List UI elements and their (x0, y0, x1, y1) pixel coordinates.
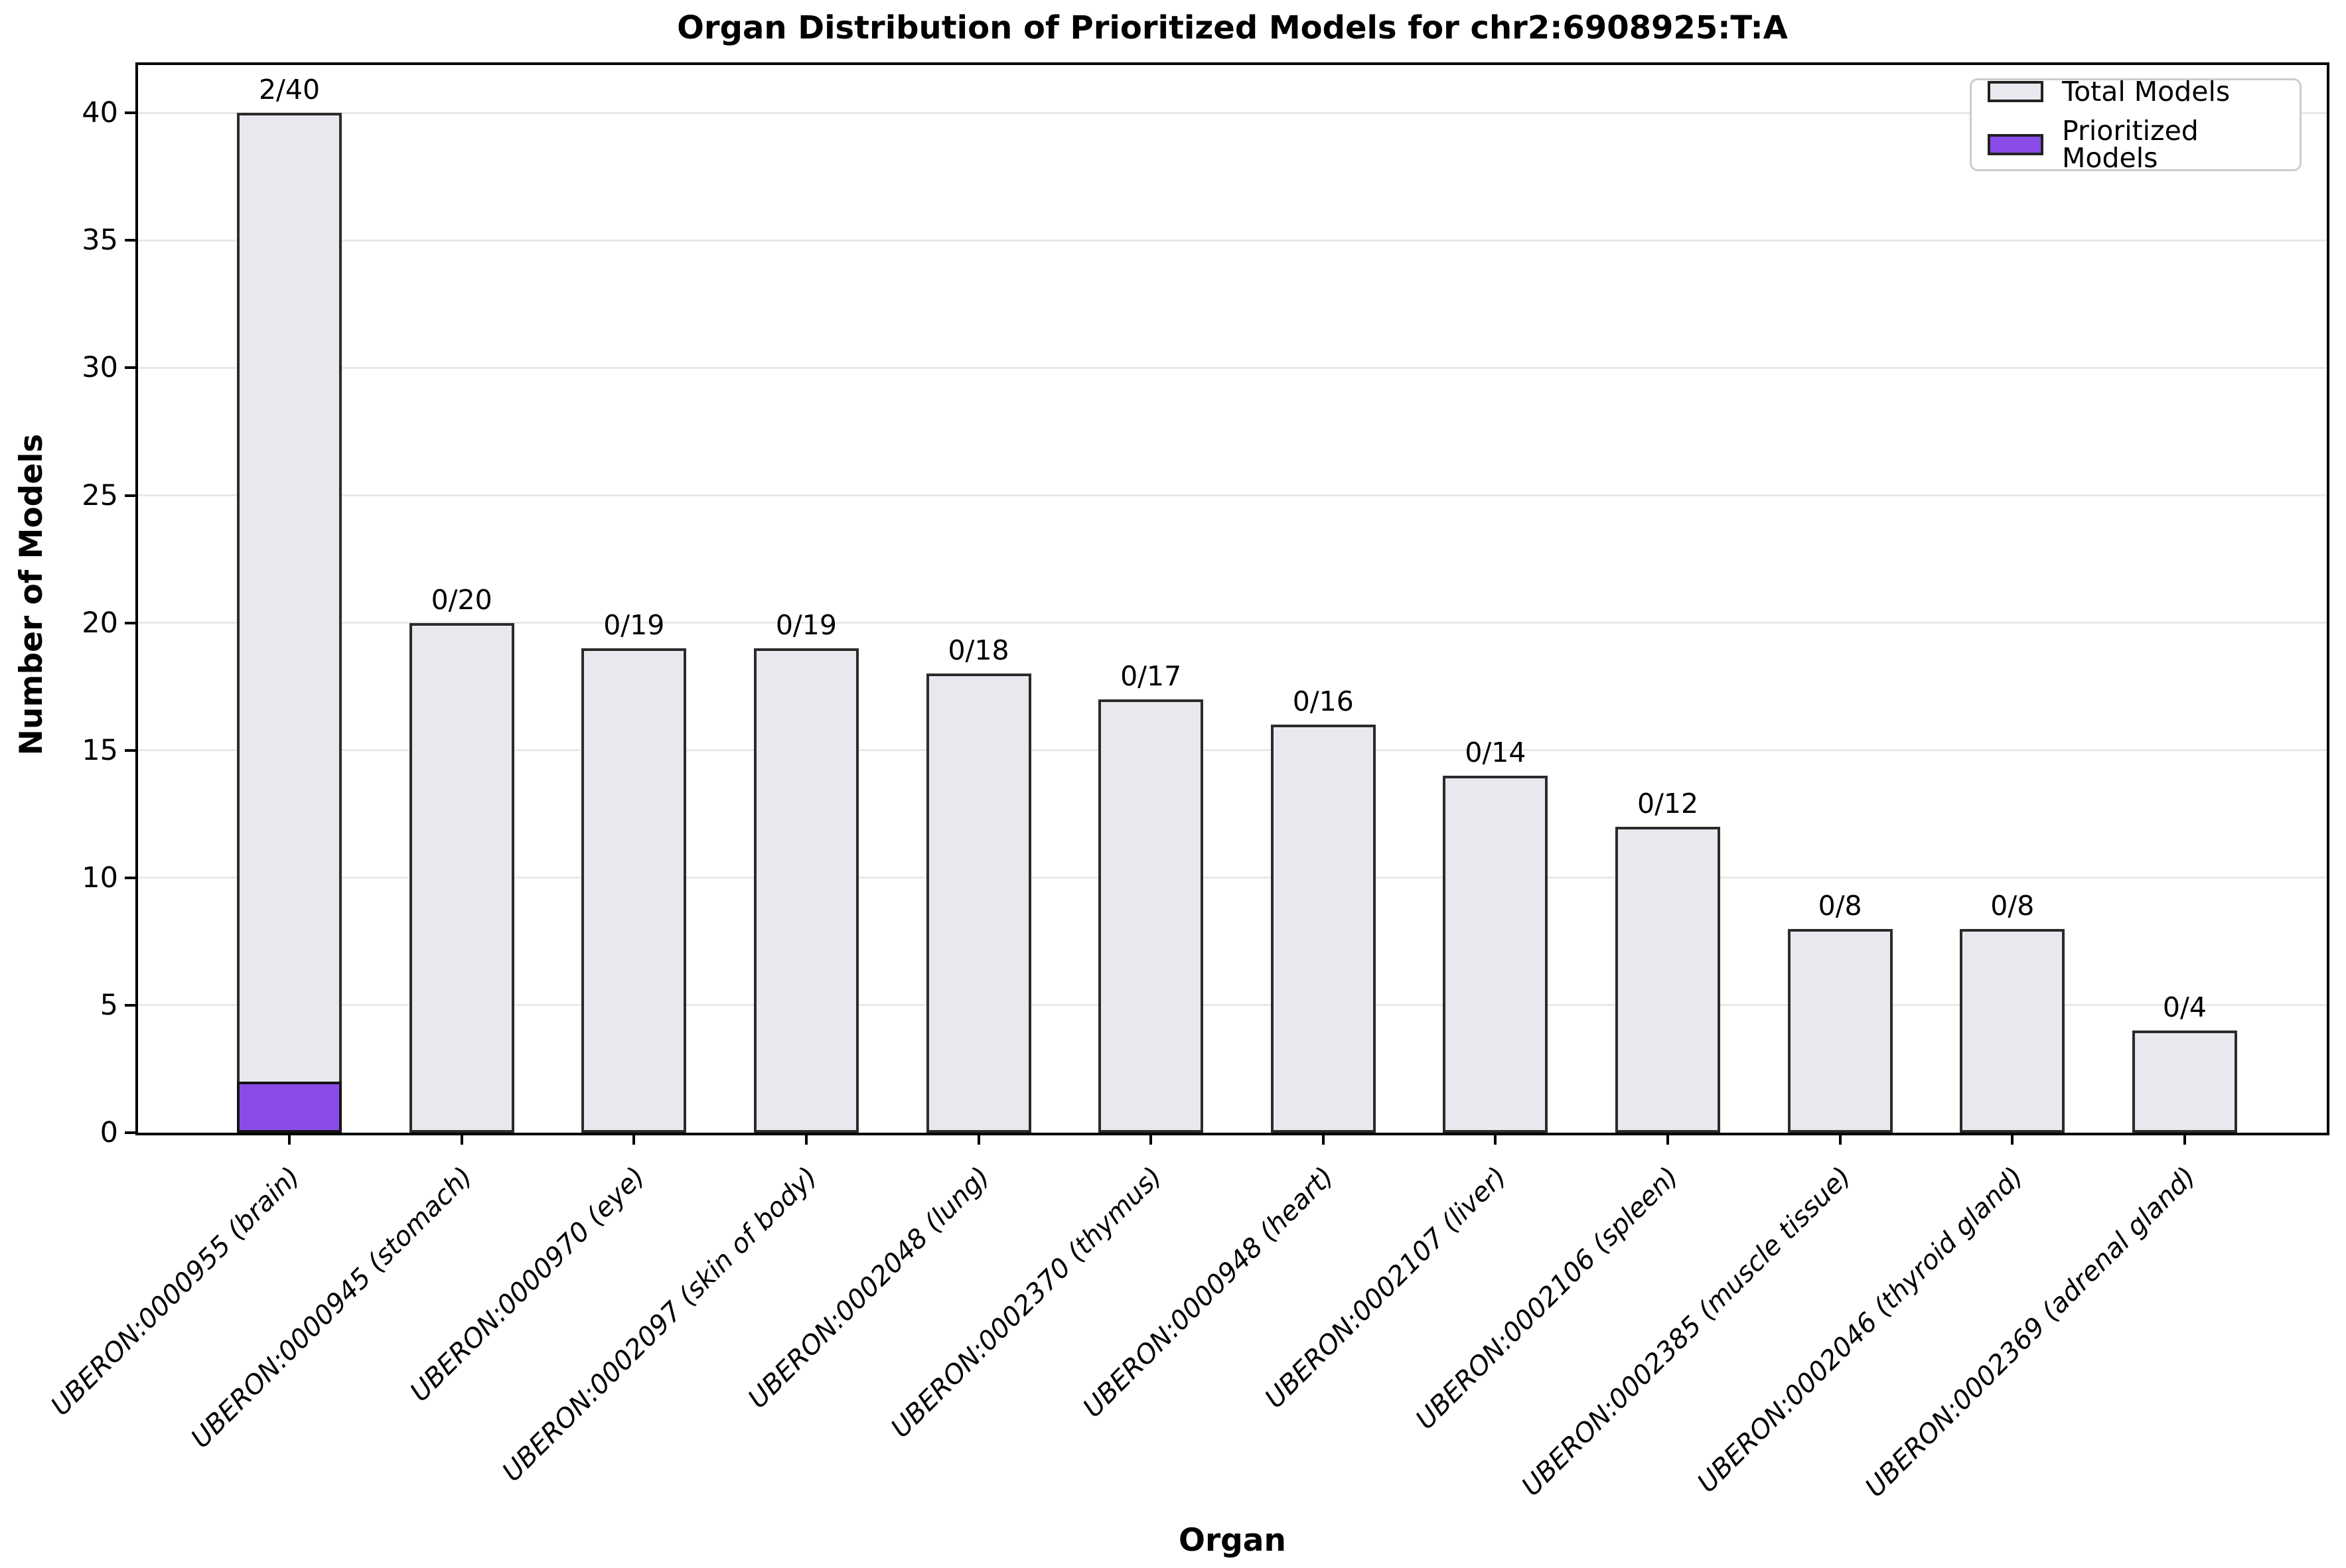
bar-total (1960, 928, 2065, 1133)
x-tick-mark (1149, 1134, 1153, 1145)
x-tick-label: UBERON:0002369 (adrenal gland) (1859, 1161, 2202, 1504)
legend: Total Models Prioritized Models (1970, 78, 2302, 171)
bar-total (753, 648, 859, 1133)
y-tick-label: 25 (82, 478, 118, 512)
y-tick-label: 0 (100, 1116, 118, 1149)
legend-label: Total Models (2062, 75, 2231, 107)
x-tick-mark (632, 1134, 636, 1145)
y-tick-mark (125, 239, 138, 242)
y-tick-mark (125, 494, 138, 497)
bar-value-label: 0/14 (1465, 737, 1526, 769)
y-tick-label: 40 (82, 96, 118, 130)
bar-value-label: 0/18 (948, 634, 1009, 667)
plot-area: 2/40 0/20 0/19 0/19 0/18 0/17 0/16 0/14 0/12 0/8 0… (138, 65, 2327, 1133)
bar-total (2132, 1031, 2237, 1133)
bar-value-label: 0/12 (1637, 787, 1699, 820)
y-axis-title: Number of Models (13, 433, 50, 756)
legend-item-prioritized: Prioritized Models (1988, 117, 2284, 172)
y-tick-label: 20 (82, 606, 118, 640)
y-tick-mark (125, 876, 138, 879)
x-tick-mark (288, 1134, 291, 1145)
x-tick-label: UBERON:0002370 (thymus) (885, 1161, 1168, 1444)
y-tick-mark (125, 748, 138, 752)
x-tick-mark (2011, 1134, 2014, 1145)
bar-total (1615, 826, 1721, 1133)
x-tick-mark (1494, 1134, 1497, 1145)
chart-title: Organ Distribution of Prioritized Models… (677, 9, 1788, 46)
legend-item-total: Total Models (1988, 78, 2284, 106)
bar-total (926, 674, 1031, 1133)
x-tick-label: UBERON:0000945 (stomach) (185, 1161, 479, 1455)
bar-value-label: 2/40 (258, 74, 321, 106)
gridline (138, 111, 2327, 114)
y-tick-mark (125, 1131, 138, 1134)
bar-value-label: 0/20 (431, 583, 492, 616)
legend-swatch-total (1988, 81, 2043, 102)
gridline (138, 622, 2327, 624)
y-tick-mark (125, 111, 138, 115)
bar-total (1787, 928, 1893, 1133)
y-tick-mark (125, 1003, 138, 1007)
gridline (138, 749, 2327, 752)
bar-value-label: 0/19 (603, 609, 665, 642)
x-tick-mark (1321, 1134, 1325, 1145)
y-tick-label: 15 (82, 733, 118, 767)
bar-value-label: 0/19 (775, 609, 837, 642)
bar-total (581, 648, 687, 1133)
y-tick-mark (125, 366, 138, 370)
bar-value-label: 0/4 (2162, 991, 2207, 1024)
gridline (138, 366, 2327, 369)
gridline (138, 877, 2327, 879)
x-tick-mark (2183, 1134, 2186, 1145)
bar-total (1443, 776, 1548, 1133)
bar-prioritized (237, 1082, 342, 1133)
x-tick-mark (1838, 1134, 1842, 1145)
y-tick-label: 5 (100, 988, 118, 1022)
x-tick-label: UBERON:0002385 (muscle tissue) (1516, 1161, 1858, 1502)
gridline (138, 1004, 2327, 1007)
bar-value-label: 0/16 (1292, 685, 1354, 718)
y-tick-mark (125, 621, 138, 624)
legend-swatch-prioritized (1988, 133, 2043, 155)
legend-label: Prioritized Models (2062, 114, 2199, 174)
bar-total (1098, 699, 1204, 1133)
bar-total (237, 113, 342, 1133)
x-tick-mark (1666, 1134, 1670, 1145)
gridline (138, 494, 2327, 496)
x-tick-label: UBERON:0002046 (thyroid gland) (1692, 1161, 2029, 1499)
y-tick-label: 10 (82, 861, 118, 894)
y-tick-label: 30 (82, 351, 118, 385)
x-tick-mark (977, 1134, 980, 1145)
x-tick-mark (804, 1134, 808, 1145)
x-tick-mark (460, 1134, 463, 1145)
y-tick-label: 35 (82, 224, 118, 257)
bar-value-label: 0/8 (1990, 889, 2035, 922)
gridline (138, 239, 2327, 242)
bar-total (409, 622, 514, 1133)
bar-total (1270, 725, 1376, 1133)
bar-value-label: 0/17 (1120, 660, 1182, 692)
x-axis-title: Organ (1179, 1522, 1286, 1559)
bar-value-label: 0/8 (1818, 889, 1862, 922)
x-tick-label: UBERON:0002097 (skin of body) (496, 1161, 824, 1488)
